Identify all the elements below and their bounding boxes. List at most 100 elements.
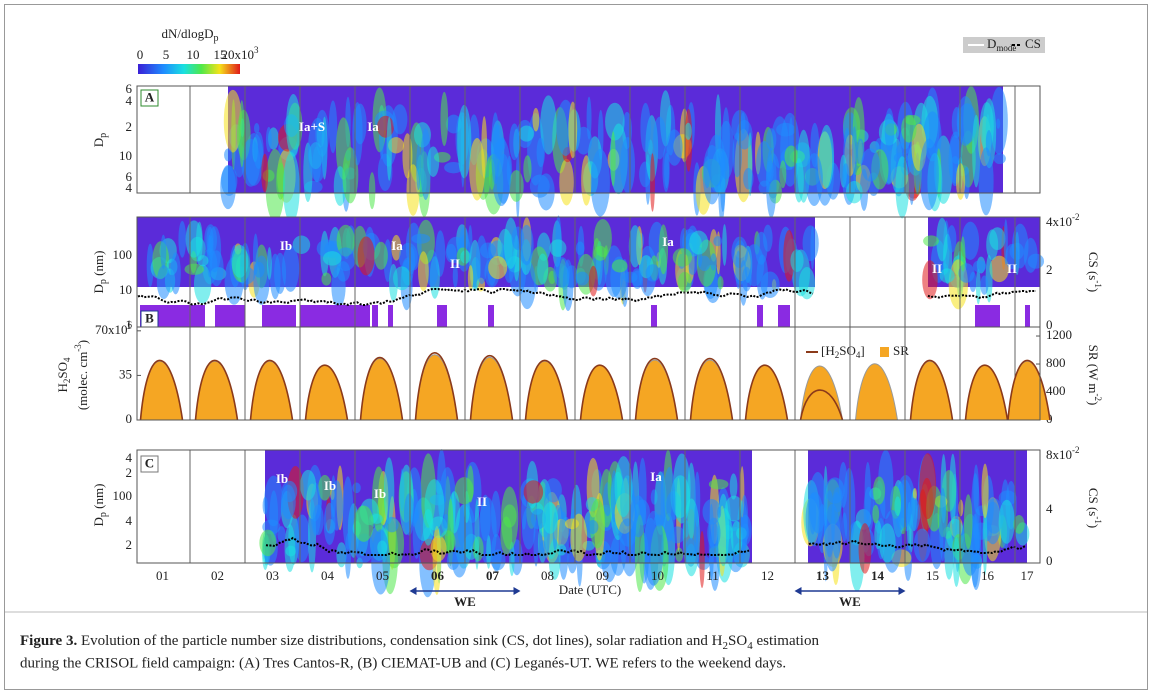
heatmap-texture: [873, 476, 886, 505]
cs-trace: [808, 539, 1026, 555]
heatmap-texture: [593, 245, 608, 261]
x-tick-label: 10: [651, 568, 664, 583]
heatmap-texture: [281, 245, 300, 292]
heatmap-texture: [549, 239, 567, 257]
heatmap-texture: [467, 265, 474, 291]
y-tick-text: 35: [119, 366, 132, 381]
heatmap-texture: [894, 496, 901, 517]
heatmap-texture: [307, 117, 328, 183]
h2so4-y2label: SR (W m-2): [1086, 345, 1103, 406]
heatmap-texture: [537, 253, 549, 285]
heatmap: [778, 305, 790, 327]
h2so4-line: [689, 357, 734, 421]
y2-tick-label: 4x10-2: [1046, 212, 1080, 229]
heatmap-texture: [447, 498, 454, 567]
legend-sr: SR: [893, 343, 909, 358]
heatmap-texture: [620, 137, 636, 194]
h2so4-line: [359, 356, 404, 421]
annotation: Ia+S: [299, 119, 325, 134]
x-tick-label: 04: [321, 568, 335, 583]
heatmap-texture: [972, 114, 981, 188]
heatmap-texture: [825, 477, 845, 504]
heatmap-texture: [460, 250, 471, 264]
heatmap-texture: [805, 153, 823, 207]
x-tick-label: 17: [1021, 568, 1035, 583]
heatmap-texture: [196, 221, 203, 261]
heatmap-texture: [523, 155, 532, 183]
heatmap-texture: [981, 463, 989, 519]
heatmap-texture: [178, 220, 187, 258]
heatmap-texture: [427, 146, 440, 177]
heatmap-texture: [241, 138, 261, 187]
heatmap-texture: [684, 122, 692, 140]
cs-trace: [927, 290, 1036, 300]
y-tick-label: 4: [126, 93, 133, 108]
heatmap-texture: [536, 137, 545, 168]
heatmap-texture: [907, 497, 921, 531]
heatmap-texture: [454, 477, 474, 505]
heatmap-texture: [480, 494, 491, 542]
x-tick-label: 07: [486, 568, 500, 583]
y-tick-label: 1: [126, 317, 133, 332]
cs-trace: [265, 536, 750, 557]
heatmap: [488, 305, 494, 327]
heatmap-texture: [645, 264, 661, 282]
heatmap-texture: [393, 266, 411, 291]
caption-line1: Figure 3. Evolution of the particle numb…: [20, 633, 819, 651]
caption-line2: during the CRISOL field campaign: (A) Tr…: [20, 655, 786, 671]
legend-cs: CS: [1025, 36, 1041, 51]
heatmap-texture: [254, 122, 260, 134]
heatmap: [388, 305, 393, 327]
heatmap-texture: [912, 487, 917, 500]
h2so4-line: [414, 352, 459, 421]
heatmap-texture: [491, 112, 500, 185]
heatmap-texture: [790, 249, 804, 273]
heatmap-texture: [949, 453, 957, 525]
heatmap-texture: [286, 93, 301, 157]
heatmap-texture: [261, 153, 269, 193]
colorbar-tick: 0: [137, 47, 144, 62]
h2so4-line: [799, 389, 844, 421]
y-tick-label: 2: [126, 537, 133, 552]
heatmap-texture: [294, 514, 311, 563]
panel-frame: [136, 85, 1041, 194]
h2so4-ylabel2: (molec. cm-3): [73, 340, 90, 410]
panel-label: C: [145, 455, 154, 470]
heatmap-texture: [614, 456, 633, 518]
heatmap-texture: [224, 148, 233, 162]
heatmap-texture: [496, 153, 511, 204]
heatmap-texture: [982, 503, 988, 576]
panel-b-ylabel: Dp (nm): [91, 251, 109, 294]
heatmap: [651, 305, 657, 327]
heatmap-texture: [342, 147, 359, 204]
colorbar-title: dN/dlogDp: [162, 26, 219, 44]
annotation: Ib: [276, 471, 288, 486]
heatmap-texture: [588, 265, 598, 297]
heatmap-texture: [590, 148, 610, 217]
heatmap-texture: [540, 95, 557, 155]
heatmap-texture: [875, 137, 884, 152]
heatmap-texture: [989, 255, 1009, 283]
heatmap-texture: [842, 163, 850, 189]
y2-tick-text: 2: [1046, 262, 1053, 277]
h2so4-line: [909, 359, 954, 421]
heatmap-texture: [819, 124, 835, 189]
heatmap: [372, 305, 378, 327]
annotation: Ia: [391, 238, 403, 253]
y2-tick-text: 4x10: [1046, 214, 1072, 229]
y-tick-sup: 6: [128, 320, 133, 330]
heatmap-texture: [575, 126, 592, 155]
heatmap-texture: [353, 505, 374, 542]
heatmap-texture: [368, 172, 376, 210]
heatmap-texture: [664, 152, 669, 189]
heatmap-texture: [587, 520, 599, 535]
h2so4-line: [139, 359, 184, 421]
heatmap-texture: [265, 126, 272, 153]
panel-label: A: [145, 89, 155, 104]
heatmap-texture: [884, 108, 895, 152]
x-tick-label: 16: [981, 568, 995, 583]
heatmap-texture: [300, 469, 317, 501]
heatmap-texture: [488, 256, 508, 280]
heatmap-texture: [684, 108, 693, 172]
heatmap-texture: [725, 495, 744, 522]
